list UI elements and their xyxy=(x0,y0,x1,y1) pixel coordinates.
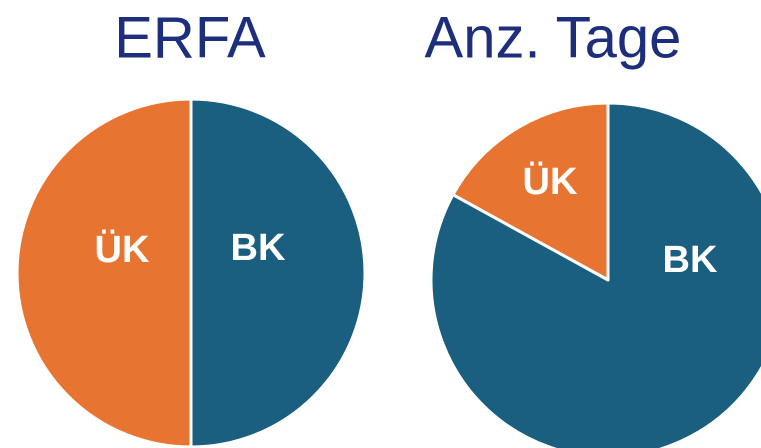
slice-label: BK xyxy=(231,227,286,269)
pie-slice xyxy=(429,101,761,448)
chart-title: ERFA xyxy=(114,5,266,70)
pie-slice xyxy=(15,97,193,448)
slice-label: ÜK xyxy=(523,160,578,203)
slice-label: ÜK xyxy=(95,228,150,271)
slice-label: BK xyxy=(663,239,718,281)
pie-slice xyxy=(451,101,610,282)
chart-title: Anz. Tage xyxy=(425,5,682,70)
pie-slice xyxy=(189,97,367,448)
